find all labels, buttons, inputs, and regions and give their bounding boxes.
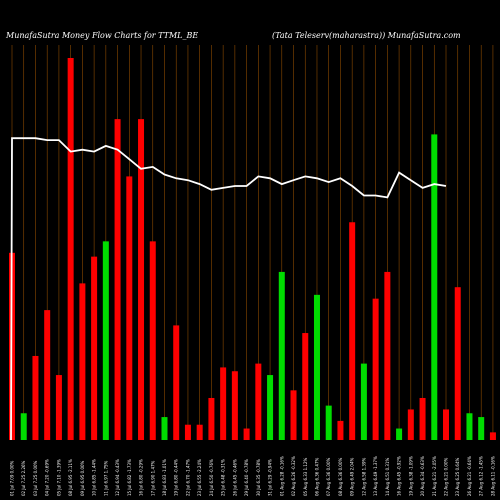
bar [443,409,450,440]
x-tick-label: 08 Aug 6.36 0.00% [338,457,343,496]
bar [208,397,215,440]
bar [67,58,74,440]
bar [149,241,156,440]
x-tick-label: 13 Aug 6.49 -1.37% [373,456,378,496]
x-tick-label: 16 Jul 6.80 -0.29% [139,459,144,496]
x-tick-label: 19 Jul 6.80 -0.44% [174,459,179,496]
x-tick-label: 25 Jul 6.48 -0.31% [221,459,226,496]
bar [431,134,438,440]
bar [372,298,379,440]
x-tick-label: 12 Aug 6.58 1.39% [361,457,366,496]
x-tick-label: 12 Jul 6.94 -0.43% [115,459,120,496]
x-tick-label: 18 Jul 6.83 -1.01% [162,459,167,496]
bar [91,256,98,440]
bar [313,294,320,440]
x-tick-label: 06 Aug 6.36 0.47% [314,457,319,496]
price-line-path [10,137,447,441]
x-tick-label: 22 Jul 6.70 -1.47% [185,459,190,496]
x-tick-label: 10 Jul 6.85 -1.44% [92,459,97,496]
x-tick-label: 29 Jul 6.40 -0.78% [244,459,249,496]
bar [114,119,121,441]
x-tick-label: 02 Jul 7.25 2.26% [21,460,26,496]
x-tick-label: 28 Aug 6.11 -0.16% [490,456,495,496]
x-tick-label: 15 Jul 6.82 -1.73% [127,459,132,496]
x-tick-label: 16 Aug 6.45 -0.92% [397,456,402,496]
bar [419,397,426,440]
bar [20,413,27,440]
x-tick-label: 09 Aug 6.49 2.04% [350,457,355,496]
header-right-title: (Tata Teleserv(maharastra)) MunafaSutra.… [272,31,461,40]
bar [255,363,262,440]
bar [396,428,403,440]
bar [360,363,367,440]
x-tick-label: 11 Jul 6.97 1.75% [103,460,108,496]
bar [489,432,496,440]
bar [220,367,227,440]
x-tick-label: 01 Jul 7.09 0.00% [10,460,15,496]
bar [349,222,356,440]
x-tick-label: 17 Jul 6.90 1.47% [150,460,155,496]
x-tick-label: 26 Jul 6.45 -0.46% [232,459,237,496]
bar [196,424,203,440]
bar [138,119,145,441]
x-tick-label: 19 Aug 6.38 -1.09% [408,456,413,496]
bar [231,371,238,440]
bar [44,310,51,440]
bar [267,375,274,440]
x-tick-label: 02 Aug 6.26 -0.32% [291,456,296,496]
price-line [10,137,447,441]
x-tick-label: 20 Aug 6.34 -0.63% [420,456,425,496]
bar [102,241,109,440]
x-tick-labels: 01 Jul 7.09 0.00% 02 Jul 7.25 2.26% 03 Jul… [10,456,496,496]
bar [290,390,297,440]
x-tick-label: 01 Aug 6.28 -0.16% [279,456,284,496]
x-tick-label: 21 Aug 6.21 -2.05% [432,456,437,496]
x-tick-label: 05 Aug 6.33 1.12% [303,457,308,496]
bar [454,287,461,440]
x-tick-label: 14 Aug 6.51 0.31% [385,457,390,496]
bar [173,325,180,440]
x-tick-label: 26 Aug 6.21 -0.64% [467,456,472,496]
bar [55,375,62,440]
bar [407,409,414,440]
x-tick-label: 30 Jul 6.35 -0.78% [256,459,261,496]
bar [161,417,168,440]
x-tick-label: 22 Aug 6.21 0.00% [444,457,449,496]
x-tick-label: 09 Jul 6.95 0.00% [80,460,85,496]
x-tick-label: 03 Jul 7.25 0.00% [33,460,38,496]
x-tick-label: 31 Jul 6.29 -0.94% [268,459,273,496]
bar [243,428,250,440]
x-tick-label: 27 Aug 6.12 -1.45% [479,456,484,496]
bar [302,333,309,440]
x-tick-label: 08 Jul 6.95 -2.11% [68,459,73,496]
x-tick-label: 23 Jul 6.55 -2.24% [197,459,202,496]
bar [466,413,473,440]
x-tick-label: 23 Aug 6.25 0.64% [455,457,460,496]
header-left-title: MunafaSutra Money Flow Charts for TTML_B… [5,31,198,40]
bar [278,271,285,440]
bar [384,271,391,440]
x-tick-label: 07 Aug 6.36 0.00% [326,457,331,496]
bar [325,405,332,440]
bar [126,176,133,441]
x-tick-label: 05 Jul 7.10 -1.39% [56,459,61,496]
bar [478,417,485,440]
x-tick-label: 04 Jul 7.20 -0.69% [45,459,50,496]
bar [184,424,191,440]
bar [79,283,86,440]
x-tick-label: 24 Jul 6.50 -0.76% [209,459,214,496]
bar [32,355,39,440]
bar [337,420,344,440]
